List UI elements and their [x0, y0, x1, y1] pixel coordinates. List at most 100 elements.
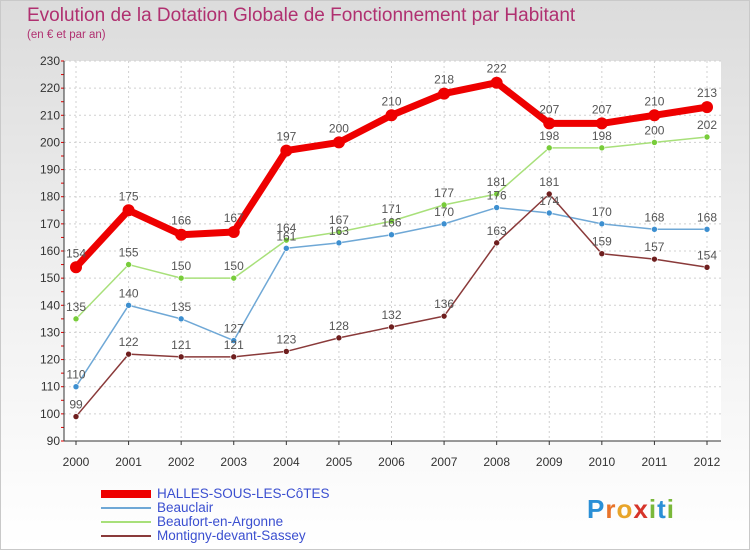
data-point-halles-sous-les-c-tes	[595, 117, 608, 130]
y-tick-label: 130	[40, 325, 60, 339]
y-tick-label: 90	[47, 434, 61, 448]
data-label-halles-sous-les-c-tes: 210	[644, 94, 664, 108]
data-point-beauclair	[703, 225, 711, 233]
data-point-halles-sous-les-c-tes	[438, 87, 451, 100]
data-point-beauclair	[125, 301, 132, 309]
data-label-montigny-devant-sassey: 163	[487, 224, 507, 238]
data-label-beaufort-en-argonne: 155	[119, 246, 139, 260]
data-label-beaufort-en-argonne: 177	[434, 186, 454, 200]
data-point-montigny-devant-sassey	[598, 250, 606, 258]
y-tick-label: 160	[40, 244, 60, 258]
data-label-montigny-devant-sassey: 154	[697, 248, 717, 262]
data-label-beauclair: 170	[592, 205, 612, 219]
y-tick-label: 170	[40, 217, 60, 231]
data-point-beaufort-en-argonne	[388, 217, 395, 225]
data-point-beaufort-en-argonne	[283, 236, 290, 244]
y-tick-label: 150	[40, 271, 60, 285]
data-label-montigny-devant-sassey: 123	[276, 332, 296, 346]
data-label-halles-sous-les-c-tes: 200	[329, 121, 349, 135]
x-tick-label: 2011	[642, 455, 668, 469]
logo-letter: P	[587, 494, 606, 524]
x-tick-label: 2012	[694, 455, 721, 469]
data-label-montigny-devant-sassey: 157	[644, 240, 664, 254]
x-tick-label: 2006	[378, 455, 405, 469]
data-point-beauclair	[493, 204, 500, 211]
data-point-montigny-devant-sassey	[703, 263, 711, 271]
data-point-beaufort-en-argonne	[493, 190, 500, 198]
logo-letter: o	[616, 494, 634, 524]
data-label-beaufort-en-argonne: 198	[539, 129, 559, 143]
y-tick-label: 180	[40, 190, 60, 204]
data-label-montigny-devant-sassey: 159	[592, 235, 612, 249]
logo-letter: t	[657, 494, 667, 524]
data-point-montigny-devant-sassey	[125, 350, 132, 358]
data-label-montigny-devant-sassey: 132	[381, 308, 401, 322]
data-point-montigny-devant-sassey	[283, 348, 290, 355]
data-point-beauclair	[177, 315, 185, 323]
data-label-beaufort-en-argonne: 171	[381, 202, 401, 216]
data-label-beaufort-en-argonne: 150	[171, 259, 191, 273]
data-label-beauclair: 166	[381, 216, 401, 230]
data-label-beaufort-en-argonne: 200	[644, 123, 664, 137]
data-point-halles-sous-les-c-tes	[490, 76, 503, 89]
x-tick-label: 2001	[115, 455, 142, 469]
data-point-montigny-devant-sassey	[545, 190, 553, 198]
data-point-beauclair	[598, 220, 606, 228]
data-label-beaufort-en-argonne: 135	[66, 300, 86, 314]
data-label-beaufort-en-argonne: 150	[224, 259, 244, 273]
data-point-halles-sous-les-c-tes	[227, 226, 240, 238]
data-point-montigny-devant-sassey	[493, 239, 500, 247]
data-point-halles-sous-les-c-tes	[70, 261, 82, 274]
y-tick-label: 140	[40, 298, 60, 312]
y-tick-label: 200	[40, 135, 60, 149]
data-point-montigny-devant-sassey	[440, 312, 448, 320]
data-label-beaufort-en-argonne: 164	[276, 221, 296, 235]
data-point-halles-sous-les-c-tes	[175, 228, 188, 241]
data-label-montigny-devant-sassey: 121	[171, 338, 191, 352]
y-tick-label: 110	[41, 380, 60, 394]
data-point-montigny-devant-sassey	[651, 255, 658, 263]
data-point-beaufort-en-argonne	[651, 139, 658, 146]
data-label-halles-sous-les-c-tes: 210	[381, 94, 401, 108]
y-tick-label: 220	[40, 81, 60, 95]
x-tick-label: 2000	[63, 455, 90, 469]
data-label-beauclair: 161	[276, 229, 296, 243]
data-point-halles-sous-les-c-tes	[701, 101, 713, 114]
data-point-beaufort-en-argonne	[598, 144, 606, 152]
data-label-halles-sous-les-c-tes: 154	[66, 246, 86, 260]
y-tick-label: 210	[40, 108, 60, 122]
data-label-beaufort-en-argonne: 202	[697, 118, 717, 132]
chart-subtitle: (en € et par an)	[27, 29, 106, 41]
data-point-montigny-devant-sassey	[335, 334, 343, 342]
data-point-montigny-devant-sassey	[72, 413, 80, 420]
data-point-halles-sous-les-c-tes	[543, 117, 556, 130]
data-label-halles-sous-les-c-tes: 213	[697, 86, 717, 100]
y-tick-label: 100	[40, 407, 60, 421]
data-point-montigny-devant-sassey	[177, 353, 185, 361]
data-point-beauclair	[545, 209, 553, 217]
logo-letter: r	[605, 494, 617, 524]
data-point-halles-sous-les-c-tes	[122, 204, 135, 217]
data-label-beauclair: 176	[487, 189, 507, 203]
data-point-beaufort-en-argonne	[440, 201, 448, 209]
x-tick-label: 2002	[168, 455, 195, 469]
data-label-halles-sous-les-c-tes: 197	[276, 130, 296, 144]
data-label-beauclair: 168	[644, 210, 664, 224]
data-label-halles-sous-les-c-tes: 207	[539, 102, 559, 116]
data-point-montigny-devant-sassey	[388, 323, 395, 331]
data-label-beauclair: 170	[434, 205, 454, 219]
x-tick-label: 2004	[273, 455, 300, 469]
data-label-beauclair: 163	[329, 224, 349, 238]
y-tick-label: 120	[40, 353, 60, 367]
data-point-montigny-devant-sassey	[230, 353, 238, 361]
legend-swatch	[101, 535, 151, 537]
data-point-beauclair	[72, 383, 80, 391]
legend-label: Montigny-devant-Sassey	[157, 528, 306, 543]
y-tick-label: 190	[40, 163, 60, 177]
data-label-beauclair: 127	[224, 322, 244, 336]
data-point-halles-sous-les-c-tes	[385, 109, 398, 122]
data-point-beaufort-en-argonne	[177, 274, 185, 282]
data-point-beaufort-en-argonne	[703, 133, 711, 141]
